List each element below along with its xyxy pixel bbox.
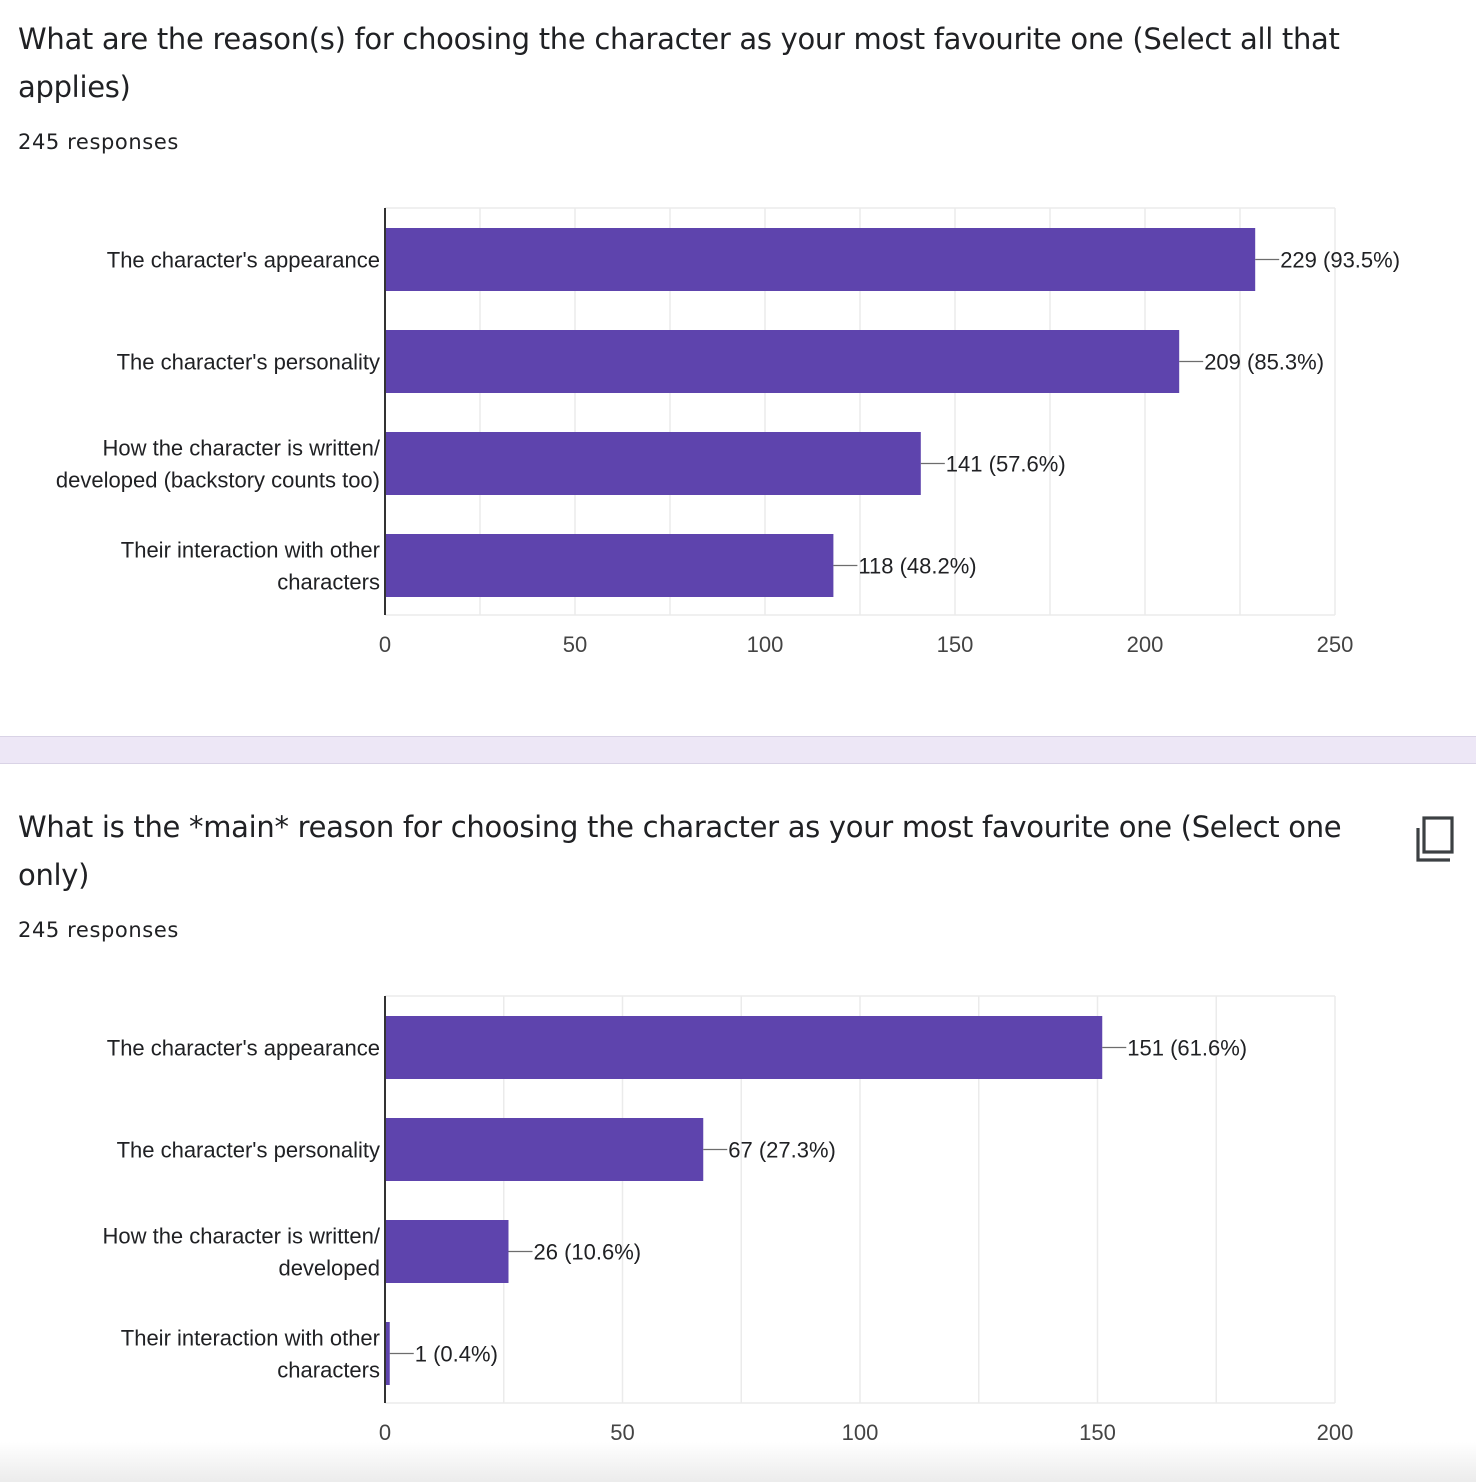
bar	[385, 1118, 704, 1181]
question-card-2: What is the *main* reason for choosing t…	[0, 764, 1476, 1482]
category-label: characters	[277, 570, 380, 595]
x-tick-label: 0	[379, 1420, 391, 1445]
x-tick-label: 250	[1317, 632, 1354, 657]
data-label: 141 (57.6%)	[946, 452, 1066, 477]
response-count: 245 responses	[18, 918, 179, 942]
data-label: 151 (61.6%)	[1127, 1036, 1247, 1061]
question-card-1: What are the reason(s) for choosing the …	[0, 0, 1476, 736]
question-title: What is the *main* reason for choosing t…	[18, 810, 1342, 892]
data-label: 1 (0.4%)	[415, 1342, 498, 1367]
data-label: 67 (27.3%)	[728, 1138, 836, 1163]
x-tick-label: 0	[379, 632, 391, 657]
category-label: Their interaction with other	[121, 1326, 380, 1351]
response-count: 245 responses	[18, 130, 179, 154]
category-label: characters	[277, 1358, 380, 1383]
x-tick-label: 200	[1317, 1420, 1354, 1445]
category-label: The character's appearance	[107, 248, 380, 273]
bar	[385, 1322, 390, 1385]
bar	[385, 1016, 1103, 1079]
bar	[385, 534, 834, 597]
bar	[385, 1220, 509, 1283]
x-tick-label: 50	[610, 1420, 634, 1445]
section-divider	[0, 736, 1476, 764]
category-label: The character's personality	[117, 350, 380, 375]
copy-icon	[1416, 816, 1454, 862]
category-label: How the character is written/	[102, 1224, 380, 1249]
copy-chart-button[interactable]	[1404, 810, 1460, 866]
data-label: 229 (93.5%)	[1280, 248, 1400, 273]
category-label: Their interaction with other	[121, 538, 380, 563]
x-tick-label: 150	[937, 632, 974, 657]
category-label: How the character is written/	[102, 436, 380, 461]
data-label: 26 (10.6%)	[534, 1240, 642, 1265]
category-label: developed	[278, 1256, 380, 1281]
bar-chart-reasons: 229 (93.5%) 209 (85.3%) 141 (57.6%) 118 (48…	[56, 207, 1400, 657]
bar	[385, 432, 921, 495]
category-label: developed (backstory counts too)	[56, 468, 380, 493]
x-tick-label: 100	[747, 632, 784, 657]
data-label: 209 (85.3%)	[1204, 350, 1324, 375]
bar-chart-main-reason: 151 (61.6%) 67 (27.3%) 26 (10.6%) 1 (0.4%) T…	[102, 995, 1354, 1445]
x-tick-label: 100	[842, 1420, 879, 1445]
bar	[385, 228, 1256, 291]
category-label: The character's appearance	[107, 1036, 380, 1061]
x-tick-label: 50	[563, 632, 587, 657]
x-tick-label: 200	[1127, 632, 1164, 657]
question-title: What are the reason(s) for choosing the …	[18, 22, 1340, 104]
x-tick-label: 150	[1079, 1420, 1116, 1445]
bar	[385, 330, 1180, 393]
data-label: 118 (48.2%)	[858, 554, 976, 579]
category-label: The character's personality	[117, 1138, 380, 1163]
